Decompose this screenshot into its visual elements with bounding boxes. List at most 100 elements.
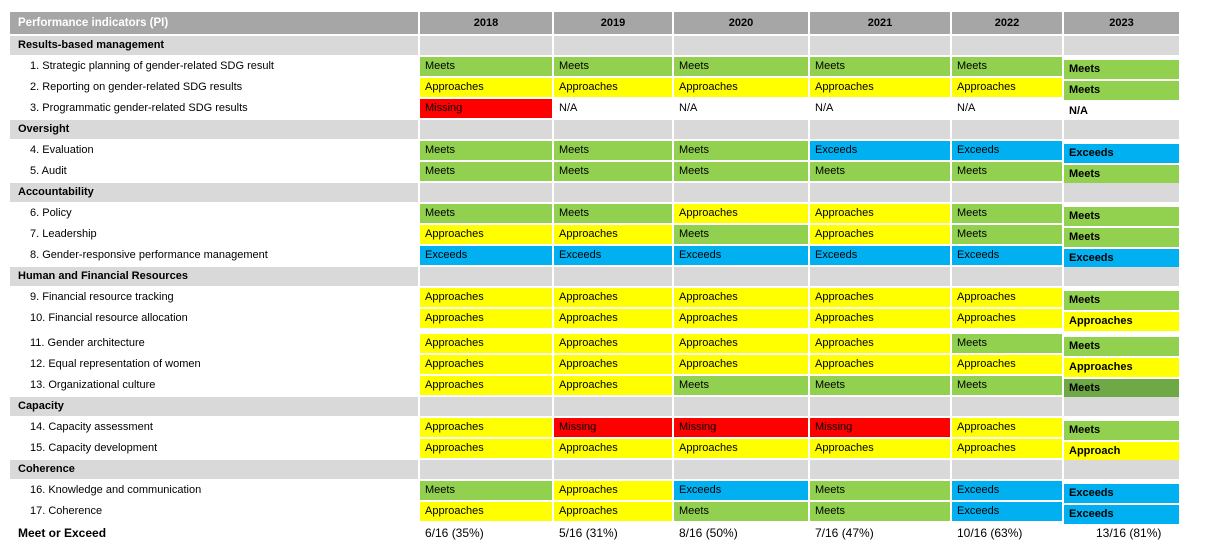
- status-cell: Approaches: [674, 309, 808, 328]
- year-column-header: 2023: [1064, 12, 1179, 34]
- indicator-label: 2. Reporting on gender-related SDG resul…: [10, 78, 418, 97]
- status-cell: Exceeds: [674, 481, 808, 500]
- section-filler-cell: [420, 460, 552, 479]
- section-filler-cell: [554, 183, 672, 202]
- indicator-row: 15. Capacity development Approaches Approa…: [10, 439, 1200, 461]
- section-row: Oversight: [10, 120, 1200, 139]
- section-filler-cell: [674, 397, 808, 416]
- status-cell: Approaches: [810, 309, 950, 328]
- indicator-row: 8. Gender-responsive performance managem…: [10, 246, 1200, 268]
- section-filler-cell: [674, 36, 808, 55]
- status-cell: Meets: [1064, 379, 1179, 398]
- indicator-label: 9. Financial resource tracking: [10, 288, 418, 307]
- section-filler-cell: [674, 460, 808, 479]
- section-filler-cell: [1064, 36, 1179, 55]
- status-cell: Exceeds: [1064, 144, 1179, 163]
- status-cell: Meets: [674, 225, 808, 244]
- indicator-label: 16. Knowledge and communication: [10, 481, 418, 500]
- status-cell: Meets: [952, 204, 1062, 223]
- section-label: Results-based management: [10, 36, 418, 55]
- summary-row: Meet or Exceed 6/16 (35%) 5/16 (31%) 8/16 (…: [10, 523, 1200, 544]
- status-cell: Meets: [952, 334, 1062, 353]
- indicator-row: 5. Audit Meets Meets Meets Meets Meets Meets: [10, 162, 1200, 184]
- status-cell: Meets: [1064, 81, 1179, 100]
- section-row: Accountability: [10, 183, 1200, 202]
- section-filler-cell: [952, 36, 1062, 55]
- indicator-label: 12. Equal representation of women: [10, 355, 418, 374]
- section-filler-cell: [952, 120, 1062, 139]
- year-column-header: 2022: [952, 12, 1062, 34]
- indicator-label: 1. Strategic planning of gender-related …: [10, 57, 418, 76]
- status-cell: Meets: [1064, 228, 1179, 247]
- status-cell: Meets: [674, 141, 808, 160]
- status-cell: Approaches: [674, 204, 808, 223]
- section-filler-cell: [1064, 183, 1179, 202]
- status-cell: Approaches: [420, 376, 552, 395]
- indicator-row: 16. Knowledge and communication Meets Appr…: [10, 481, 1200, 503]
- status-cell: Meets: [420, 141, 552, 160]
- section-filler-cell: [420, 120, 552, 139]
- indicator-label: 14. Capacity assessment: [10, 418, 418, 437]
- status-cell: Meets: [952, 162, 1062, 181]
- section-filler-cell: [554, 120, 672, 139]
- status-cell: Approach: [1064, 442, 1179, 461]
- status-cell: Meets: [810, 57, 950, 76]
- indicator-label: 8. Gender-responsive performance managem…: [10, 246, 418, 265]
- status-cell: Meets: [420, 481, 552, 500]
- section-filler-cell: [1064, 460, 1179, 479]
- status-cell: Meets: [420, 162, 552, 181]
- status-cell: Approaches: [674, 288, 808, 307]
- status-cell: Approaches: [420, 418, 552, 437]
- status-cell: Approaches: [420, 288, 552, 307]
- summary-label: Meet or Exceed: [18, 526, 107, 540]
- section-label: Human and Financial Resources: [10, 267, 418, 286]
- indicator-row: 13. Organizational culture Approaches Appr…: [10, 376, 1200, 398]
- status-cell: Exceeds: [810, 141, 950, 160]
- section-filler-cell: [952, 183, 1062, 202]
- indicator-row: 3. Programmatic gender-related SDG resul…: [10, 99, 1200, 118]
- status-cell: Approaches: [420, 334, 552, 353]
- status-cell: Meets: [1064, 337, 1179, 356]
- section-filler-cell: [810, 36, 950, 55]
- status-cell: Exceeds: [674, 246, 808, 265]
- status-cell: Exceeds: [952, 481, 1062, 500]
- status-cell: N/A: [957, 102, 976, 114]
- summary-value: 10/16 (63%): [957, 526, 1023, 540]
- status-cell: Approaches: [952, 78, 1062, 97]
- status-cell: Meets: [952, 376, 1062, 395]
- status-cell: Missing: [810, 418, 950, 437]
- status-cell: Approaches: [674, 355, 808, 374]
- status-cell: Exceeds: [952, 246, 1062, 265]
- section-filler-cell: [420, 183, 552, 202]
- status-cell: Missing: [554, 418, 672, 437]
- status-cell: Meets: [1064, 165, 1179, 184]
- status-cell: N/A: [679, 102, 698, 114]
- status-cell: Approaches: [554, 309, 672, 328]
- section-filler-cell: [1064, 120, 1179, 139]
- section-filler-cell: [554, 460, 672, 479]
- status-cell: Approaches: [554, 355, 672, 374]
- status-cell: Approaches: [952, 355, 1062, 374]
- section-filler-cell: [952, 460, 1062, 479]
- section-row: Results-based management: [10, 36, 1200, 55]
- indicator-row: 6. Policy Meets Meets Approaches Approaches M…: [10, 204, 1200, 226]
- section-filler-cell: [554, 397, 672, 416]
- status-cell: Approaches: [674, 334, 808, 353]
- status-cell: Approaches: [952, 418, 1062, 437]
- table-header-row: Performance indicators (PI) 2018 2019 2020 2…: [10, 12, 1200, 34]
- status-cell: Meets: [554, 204, 672, 223]
- status-cell: Meets: [420, 57, 552, 76]
- status-cell: Approaches: [554, 439, 672, 458]
- indicator-row: 1. Strategic planning of gender-related …: [10, 57, 1200, 79]
- status-cell: Meets: [1064, 421, 1179, 440]
- status-cell: Exceeds: [420, 246, 552, 265]
- status-cell: Approaches: [554, 481, 672, 500]
- status-cell: Exceeds: [1064, 249, 1179, 268]
- indicator-label: 10. Financial resource allocation: [10, 309, 418, 328]
- status-cell: Meets: [674, 57, 808, 76]
- status-cell: Exceeds: [1064, 484, 1179, 503]
- indicator-row: 7. Leadership Approaches Approaches Meets Ap…: [10, 225, 1200, 247]
- status-cell: Meets: [554, 57, 672, 76]
- section-filler-cell: [810, 183, 950, 202]
- section-filler-cell: [952, 267, 1062, 286]
